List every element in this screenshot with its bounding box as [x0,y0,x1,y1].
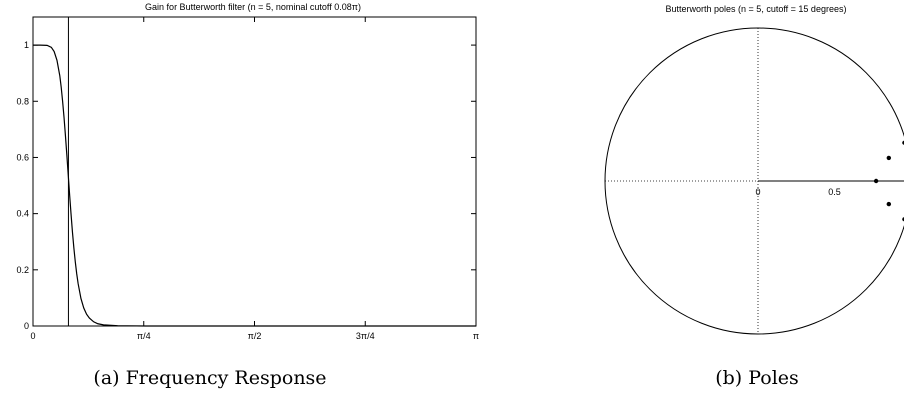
y-tick-label: 0 [24,321,29,331]
pole-point [886,201,892,207]
y-tick-label: 1 [24,40,29,50]
gain-curve [33,44,476,327]
pole-point [886,155,892,161]
x-tick-label: 0 [30,331,35,341]
x-tick-label: π/4 [137,331,151,341]
pole-x-tick-label: 0 [755,187,760,197]
y-tick-label: 0.2 [16,265,29,275]
y-tick-label: 0.6 [16,152,29,162]
x-tick-label: π/2 [248,331,262,341]
y-tick-label: 0.8 [16,96,29,106]
x-tick-label: 3π/4 [356,331,375,341]
frequency-response-title: Gain for Butterworth filter (n = 5, nomi… [145,2,361,12]
y-tick-label: 0.4 [16,209,29,219]
frequency-response-x-ticks: 0 π/4 π/2 3π/4 π [30,17,479,341]
poles-caption: (b) Poles [715,367,799,389]
frequency-response-plot-frame [32,16,477,327]
x-tick-label: π [473,331,479,341]
frequency-response-caption: (a) Frequency Response [93,367,326,389]
poles-x-ticks: 0 0.5 [755,187,840,197]
frequency-response-panel: Gain for Butterworth filter (n = 5, nomi… [16,2,479,389]
unit-circle [604,27,904,335]
frequency-response-y-ticks: 0 0.2 0.4 0.6 0.8 1 [16,40,476,331]
poles-axes [605,28,904,334]
pole-x-tick-label: 0.5 [828,187,841,197]
poles-title: Butterworth poles (n = 5, cutoff = 15 de… [666,4,847,14]
pole-point [873,178,879,184]
poles-panel: Butterworth poles (n = 5, cutoff = 15 de… [604,4,904,389]
